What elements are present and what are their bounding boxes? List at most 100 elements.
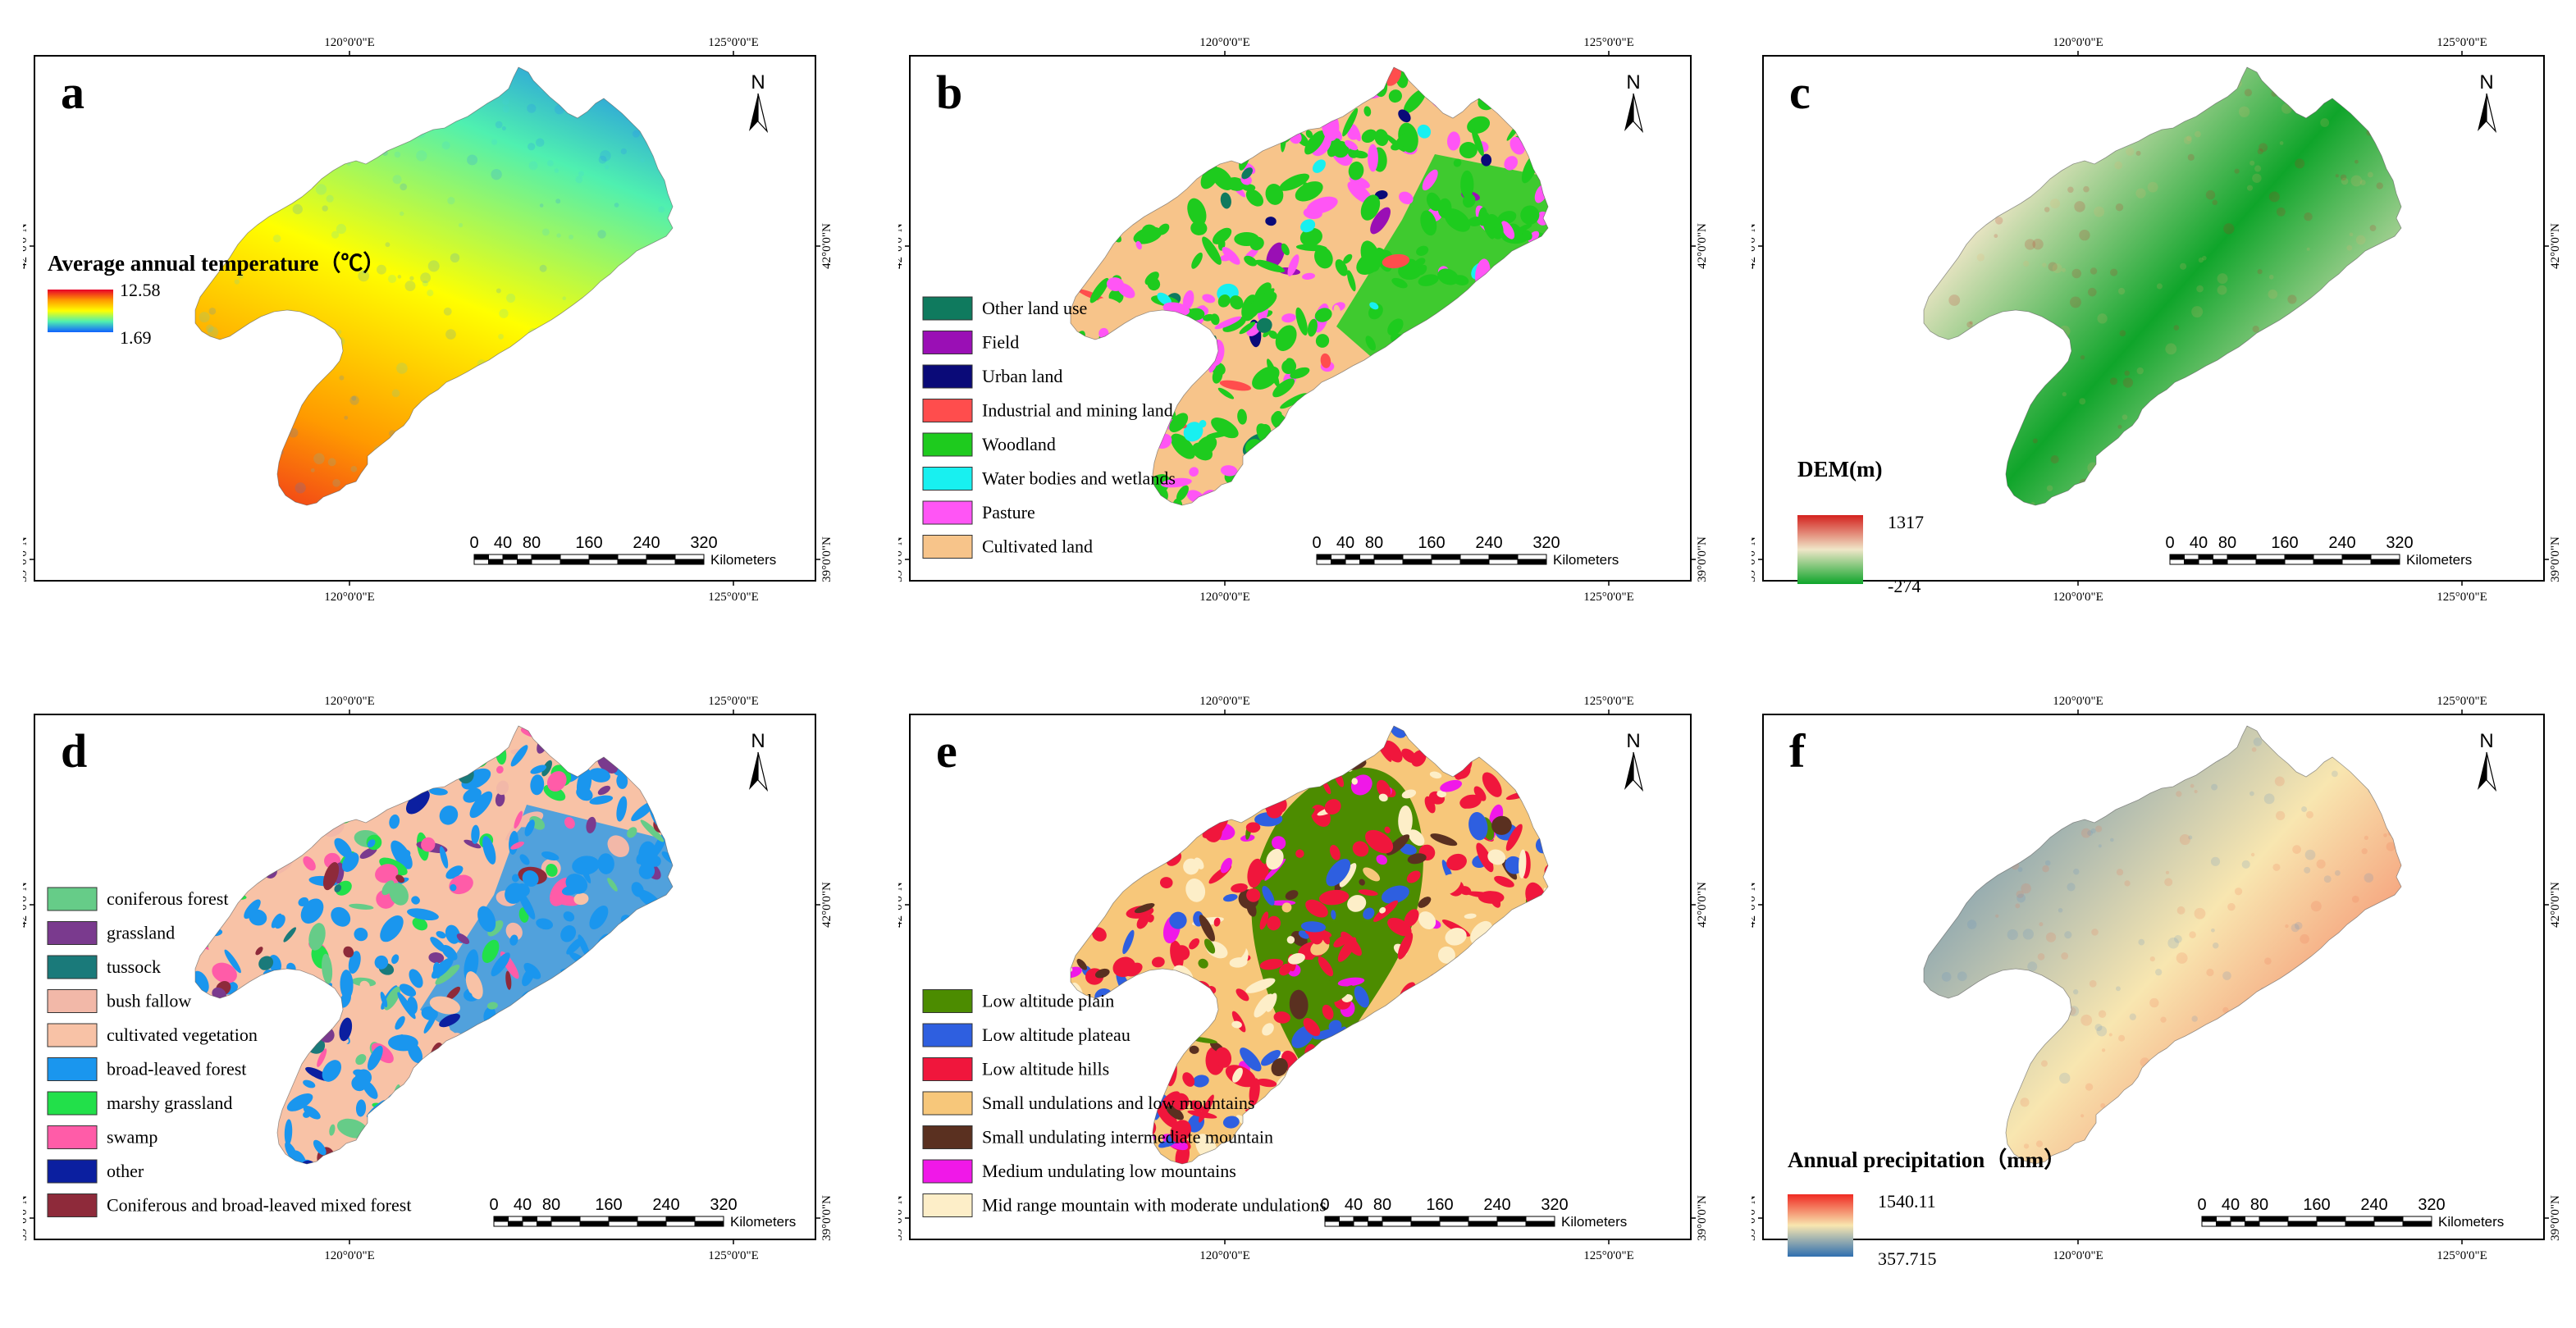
lat-label-left: 39°0'0"N <box>23 1195 30 1241</box>
scale-tick-label: 160 <box>1426 1196 1453 1214</box>
lat-label-left: 39°0'0"N <box>23 536 30 582</box>
map-svg-b: 120°0'0"E 125°0'0"E 120°0'0"E 125°0'0"E 42°0… <box>898 36 1709 604</box>
legend-item: Urban land <box>922 364 1062 389</box>
scale-tick-label: 240 <box>652 1196 679 1214</box>
legend-swatch <box>922 1057 973 1081</box>
scale-unit-label: Kilometers <box>2406 552 2472 568</box>
legend-swatch <box>922 1091 973 1116</box>
legend-label: grassland <box>107 923 175 943</box>
lat-label-right: 42°0'0"N <box>1696 882 1709 928</box>
legend-max-value: 12.58 <box>120 280 161 300</box>
legend-a: Average annual temperature（℃） 12.58 1.69 <box>48 251 385 348</box>
map-svg-e: 120°0'0"E 125°0'0"E 120°0'0"E 125°0'0"E 42°0… <box>898 695 1709 1262</box>
scale-tick-label: 160 <box>595 1196 622 1214</box>
lat-label-right: 39°0'0"N <box>2549 536 2562 582</box>
lon-label-bottom: 120°0'0"E <box>324 1249 375 1262</box>
scale-tick-label: 40 <box>494 534 512 552</box>
scale-tick-label: 80 <box>2250 1196 2268 1214</box>
scale-tick-label: 320 <box>1541 1196 1568 1214</box>
lon-label-top: 125°0'0"E <box>2437 36 2487 49</box>
legend-swatch <box>47 989 98 1013</box>
legend-swatch <box>922 1159 973 1184</box>
scale-tick-label: 240 <box>1475 534 1502 552</box>
legend-label: Woodland <box>982 434 1056 454</box>
scale-tick-label: 80 <box>1373 1196 1391 1214</box>
north-arrow-icon: N <box>1624 730 1644 792</box>
legend-label: Water bodies and wetlands <box>982 468 1176 489</box>
lon-label-bottom: 120°0'0"E <box>2053 1249 2103 1262</box>
legend-item: Small undulating intermediate mountain <box>922 1125 1273 1149</box>
legend-title: Average annual temperature（℃） <box>48 251 385 276</box>
legend-item: Low altitude plateau <box>922 1023 1130 1047</box>
north-label: N <box>1626 730 1640 752</box>
legend-swatch <box>922 467 973 491</box>
lon-label-bottom: 125°0'0"E <box>1583 591 1634 604</box>
scale-tick-label: 40 <box>1336 534 1354 552</box>
legend-item: Low altitude plain <box>922 989 1114 1013</box>
lat-label-right: 39°0'0"N <box>1696 1195 1709 1241</box>
legend-label: Medium undulating low mountains <box>982 1161 1236 1181</box>
legend-swatch <box>47 1091 98 1116</box>
lon-label-bottom: 120°0'0"E <box>2053 591 2103 604</box>
legend-label: swamp <box>107 1127 158 1148</box>
north-label: N <box>751 730 765 752</box>
legend-title: Annual precipitation（mm） <box>1788 1148 2066 1172</box>
legend-swatch <box>47 1125 98 1149</box>
scale-unit-label: Kilometers <box>1561 1214 1627 1230</box>
map-panel-e: 120°0'0"E 125°0'0"E 120°0'0"E 125°0'0"E 42°0… <box>898 683 1710 1274</box>
lat-label-right: 42°0'0"N <box>820 223 834 269</box>
north-label: N <box>751 71 765 94</box>
map-svg-a: 120°0'0"E 125°0'0"E 120°0'0"E 125°0'0"E 42°0… <box>23 36 834 604</box>
legend-label: broad-leaved forest <box>107 1059 246 1079</box>
north-label: N <box>2479 730 2493 752</box>
panel-letter-a: a <box>61 66 84 119</box>
lat-label-left: 42°0'0"N <box>23 882 30 928</box>
legend-swatch <box>47 921 98 945</box>
panel-letter-d: d <box>61 724 87 778</box>
legend-item: marshy grassland <box>47 1091 232 1116</box>
legend-swatch <box>922 432 973 457</box>
map-panel-a: 120°0'0"E 125°0'0"E 120°0'0"E 125°0'0"E 42°0… <box>23 25 835 615</box>
scale-unit-label: Kilometers <box>2438 1214 2504 1230</box>
lat-label-left: 39°0'0"N <box>1752 1195 1758 1241</box>
scale-tick-label: 320 <box>1532 534 1560 552</box>
legend-b: Other land use Field Urban land Industrial … <box>922 296 1176 559</box>
lat-label-left: 42°0'0"N <box>898 882 905 928</box>
scale-tick-label: 80 <box>523 534 541 552</box>
lon-label-bottom: 125°0'0"E <box>708 1249 759 1262</box>
legend-swatch <box>922 1125 973 1149</box>
legend-c: DEM(m) 1317 -274 <box>1797 457 1924 596</box>
lon-label-top: 120°0'0"E <box>2053 36 2103 49</box>
lon-label-top: 125°0'0"E <box>708 695 759 708</box>
scale-unit-label: Kilometers <box>710 552 776 568</box>
legend-min-value: -274 <box>1888 576 1921 596</box>
north-arrow-icon: N <box>2478 71 2497 134</box>
panel-letter-e: e <box>936 724 957 778</box>
scale-tick-label: 0 <box>2165 534 2174 552</box>
lon-label-bottom: 125°0'0"E <box>2437 1249 2487 1262</box>
lon-label-bottom: 120°0'0"E <box>324 591 375 604</box>
scale-tick-label: 320 <box>710 1196 737 1214</box>
legend-item: Water bodies and wetlands <box>922 467 1176 491</box>
legend-swatch <box>922 1023 973 1047</box>
scale-tick-label: 0 <box>489 1196 498 1214</box>
legend-swatch <box>922 296 973 321</box>
lat-label-left: 39°0'0"N <box>1752 536 1758 582</box>
scale-tick-label: 160 <box>2303 1196 2330 1214</box>
legend-item: cultivated vegetation <box>47 1023 258 1047</box>
panel-letter-b: b <box>936 66 962 119</box>
coordinate-labels: 120°0'0"E 125°0'0"E 120°0'0"E 125°0'0"E 42°0… <box>23 695 834 1262</box>
legend-label: coniferous forest <box>107 888 228 909</box>
legend-swatch <box>922 535 973 559</box>
legend-swatch <box>47 1193 98 1217</box>
north-arrow-icon: N <box>1624 71 1644 134</box>
legend-label: Small undulations and low mountains <box>982 1093 1254 1113</box>
panel-letter-f: f <box>1789 724 1806 778</box>
north-label: N <box>1626 71 1640 94</box>
legend-item: Small undulations and low mountains <box>922 1091 1254 1116</box>
legend-item: other <box>47 1159 144 1184</box>
lat-label-left: 39°0'0"N <box>898 1195 905 1241</box>
